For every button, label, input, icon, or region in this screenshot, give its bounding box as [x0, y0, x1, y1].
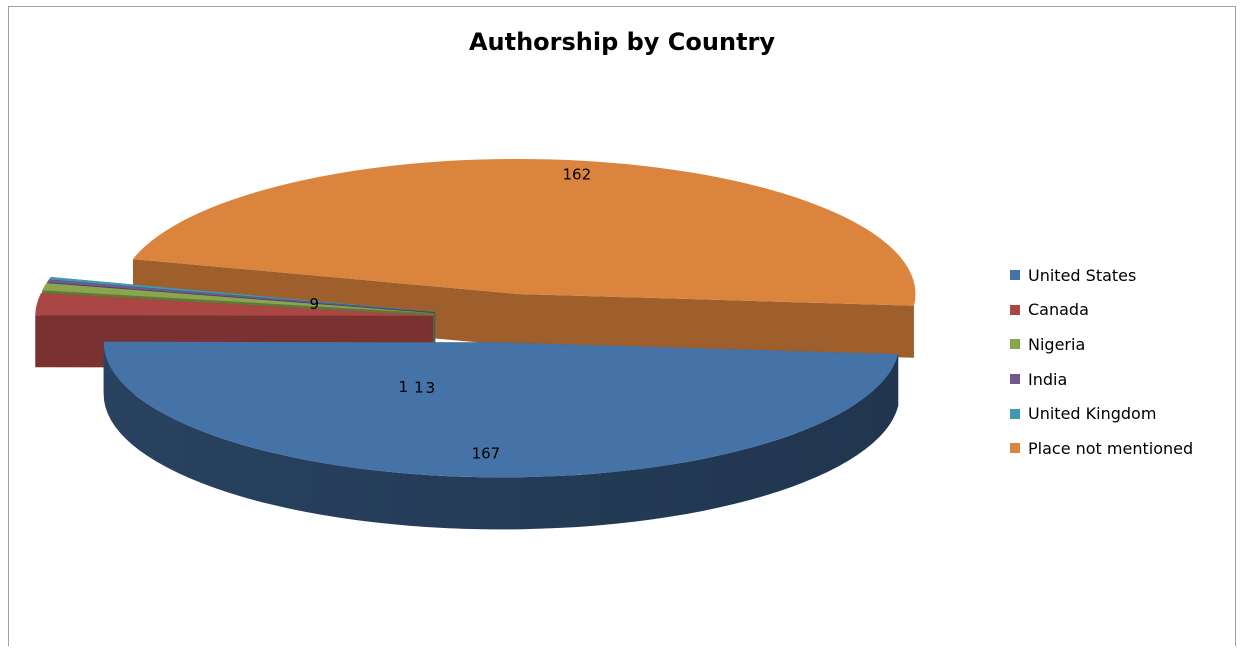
legend-swatch [1010, 304, 1020, 315]
pie-slice-top [48, 277, 436, 312]
legend-swatch [1010, 270, 1020, 281]
chart-title: Authorship by Country [468, 28, 776, 56]
pie-slice-top [132, 158, 916, 306]
data-label-united-kingdom: 1 [399, 378, 409, 396]
legend-label: Canada [1028, 300, 1089, 320]
legend-label: Nigeria [1028, 334, 1086, 354]
chart-frame [8, 6, 1236, 646]
legend-swatch [1010, 408, 1020, 419]
pie-slice-wall [517, 293, 914, 358]
legend-label: Place not mentioned [1028, 438, 1194, 458]
legend-item-united-states: United States [1010, 258, 1193, 293]
data-label-nigeria: 3 [426, 379, 436, 397]
legend-swatch [1010, 339, 1020, 350]
pie-slice-top [35, 293, 434, 316]
legend-item-place-not-mentioned: Place not mentioned [1010, 431, 1193, 466]
legend-swatch [1010, 374, 1020, 385]
legend-item-united-kingdom: United Kingdom [1010, 396, 1193, 431]
data-label-place-not-mentioned: 162 [563, 166, 592, 184]
pie-slice-top [42, 283, 435, 314]
legend-label: India [1028, 369, 1068, 389]
data-label-india: 1 [414, 378, 424, 396]
legend-label: United States [1028, 265, 1137, 285]
data-label-canada: 9 [310, 295, 320, 313]
legend: United States Canada Nigeria India United Ki… [1010, 258, 1193, 466]
legend-label: United Kingdom [1028, 404, 1157, 424]
legend-swatch [1010, 443, 1020, 454]
legend-item-india: India [1010, 362, 1193, 397]
pie-slice-united-states [103, 341, 899, 530]
legend-item-nigeria: Nigeria [1010, 327, 1193, 362]
pie-slice-top [103, 341, 899, 478]
legend-item-canada: Canada [1010, 293, 1193, 328]
pie-slice-top [46, 279, 435, 313]
data-label-united-states: 167 [472, 444, 501, 462]
